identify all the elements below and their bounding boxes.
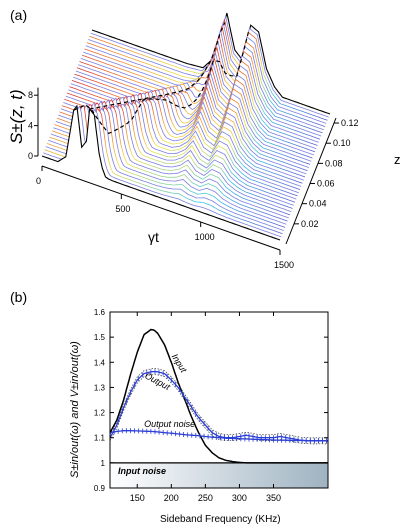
waterfall-traces [41,12,331,241]
x-tick-label: 1000 [195,232,215,242]
waterfall-row [41,104,281,241]
panel-a-y-axis-label: S±(z, t) [7,89,26,144]
y-tick-label: 1.1 [94,434,106,443]
series-annotation: Input [170,352,189,375]
z-tick-label: 0.04 [309,199,327,209]
x-tick-label: 150 [130,493,145,503]
y-tick-label: 0 [28,151,33,161]
y-tick-label: 1.6 [94,308,106,317]
panel-a-z-axis-label: z [394,152,401,167]
waterfall-trace [45,103,284,231]
waterfall-trace [78,62,317,150]
input-noise-label: Input noise [118,466,166,476]
series-output-bound [110,374,328,445]
peak-track-line [89,22,226,110]
waterfall-trace [43,105,282,238]
waterfall-trace [75,70,314,156]
y-tick-label: 1.3 [94,383,106,392]
x-tick-label: 200 [164,493,179,503]
series-input-line [110,328,328,464]
waterfall-row [43,105,282,238]
y-tick-label: 8 [28,90,33,100]
panel-a-axes: 0 500 1000 1500 0 4 8 0.02 0.04 0.06 0.08 0.10 0.12 [28,87,359,270]
y-tick-label: 0.9 [94,484,106,493]
waterfall-row [45,103,284,231]
peak-track-dashed [73,22,249,135]
y-tick-label: 1.2 [94,409,106,418]
series-annotation: Output [143,371,172,393]
x-tick-label: 300 [232,493,247,503]
z-tick-label: 0.12 [341,118,359,128]
z-tick-label: 0.06 [317,179,335,189]
waterfall-row [74,73,313,159]
y-tick-label: 1.4 [94,358,106,367]
y-tick-label: 4 [28,121,33,131]
x-tick-label: 250 [198,493,213,503]
x-tick-label: 1500 [274,260,294,270]
panel-a-x-axis-label: γt [148,229,159,245]
z-tick-label: 0.08 [325,158,343,168]
panel-b-x-axis-label: Sideband Frequency (KHz) [160,514,281,525]
panel-label-b: (b) [10,289,27,305]
plot-frame [109,311,329,489]
series-annotation: Output noise [144,419,195,429]
x-tick-label: 350 [266,493,281,503]
x-tick-label: 0 [36,176,41,186]
waterfall-trace [41,104,281,241]
waterfall-trace [76,67,316,153]
waterfall-row [44,105,283,235]
waterfall-trace [44,105,283,235]
series-output-bound [110,368,328,439]
z-axis-line [285,117,337,245]
panel-b-y-axis-label: S±in/out(ω) and V±in/out(ω) [69,341,81,478]
series-output-noise-line [110,430,328,442]
waterfall-trace [79,57,318,146]
waterfall-trace [70,83,309,168]
peak-track-line [73,32,249,135]
z-tick-label: 0.10 [333,138,351,148]
panel-a-waterfall-chart: (a) 0500100015000480.020.040.060.080.100… [7,7,401,270]
waterfall-trace [73,76,312,162]
z-tick-label: 0.02 [301,219,319,229]
series-output-line [110,370,328,442]
panel-label-a: (a) [10,7,27,23]
x-axis-line [41,165,281,251]
x-tick-label: 500 [115,204,130,214]
y-tick-label: 1 [101,459,106,468]
input-noise-band [110,462,328,488]
y-tick-label: 1.5 [94,333,106,342]
waterfall-trace [71,80,311,165]
waterfall-trace [74,73,313,159]
